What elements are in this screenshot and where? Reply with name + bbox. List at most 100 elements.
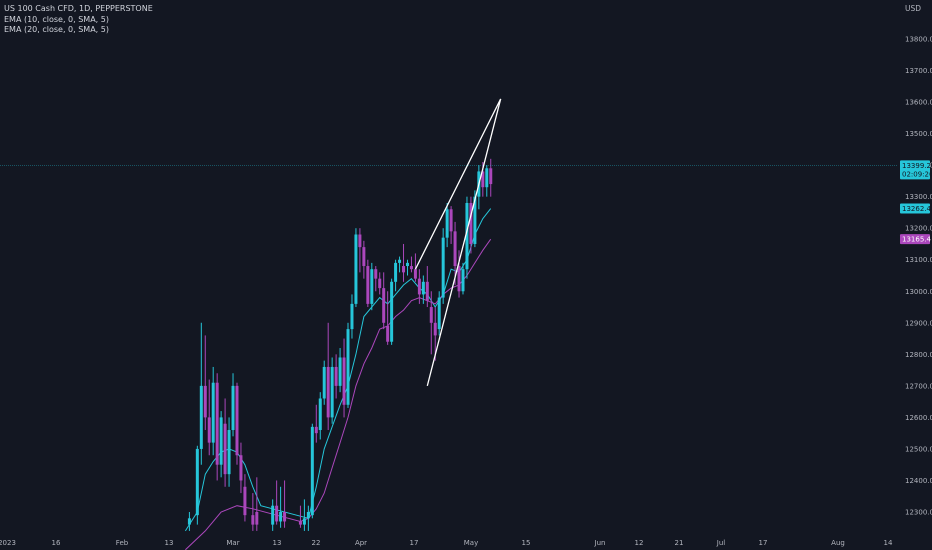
candle — [199, 322, 203, 465]
candle-body — [485, 168, 489, 188]
candle-body — [445, 209, 449, 238]
candle — [187, 512, 191, 531]
candle-body — [215, 382, 219, 465]
candle-body — [437, 297, 441, 330]
y-tick-label: 12700.0 — [905, 382, 932, 390]
candle — [374, 266, 378, 292]
y-tick-label: 12900.0 — [905, 319, 932, 327]
candle — [413, 253, 417, 282]
candle — [370, 262, 374, 311]
candle — [354, 228, 358, 308]
ema-10-line — [184, 208, 492, 532]
candle-body — [354, 234, 358, 304]
candle-body — [342, 357, 346, 405]
candle — [310, 423, 314, 519]
candle — [346, 322, 350, 408]
candle-body — [461, 269, 465, 292]
candle — [433, 307, 437, 361]
price-axis[interactable]: USD 13800.013700.013600.013500.013400.01… — [905, 4, 932, 517]
x-tick-label: 13 — [273, 539, 282, 547]
candle — [227, 417, 231, 487]
candle-body — [271, 505, 275, 525]
candle — [394, 259, 398, 292]
candle — [366, 259, 370, 308]
candle — [275, 480, 279, 525]
candle-body — [211, 382, 215, 443]
candle-body — [306, 512, 310, 519]
candle — [417, 269, 421, 304]
candle — [358, 228, 362, 273]
candle — [314, 404, 318, 443]
candle — [437, 291, 441, 336]
candle-body — [318, 398, 322, 431]
candle — [235, 382, 239, 465]
candle — [421, 275, 425, 304]
candle-body — [207, 417, 211, 443]
last-price-label-bg — [900, 160, 930, 180]
candle-body — [302, 518, 306, 525]
candle — [441, 228, 445, 304]
ema20-price-label-bg — [900, 234, 930, 245]
candle-body — [421, 281, 425, 295]
candle-body — [453, 231, 457, 267]
candle — [350, 294, 354, 339]
candles-layer — [187, 158, 493, 531]
candle-body — [227, 430, 231, 475]
candle — [386, 291, 390, 345]
candle — [398, 256, 402, 273]
time-axis[interactable]: 2023 16 Feb 13 Mar 13 22 Apr 17 May 15 Jun 12 21 Jul 17… — [0, 539, 893, 547]
candle — [405, 259, 409, 276]
candle — [378, 272, 382, 295]
ema20-price-label: 13165.4 — [902, 236, 931, 244]
candle — [302, 499, 306, 531]
candle — [362, 240, 366, 279]
candle-body — [366, 266, 370, 304]
candle-body — [231, 385, 235, 431]
candle-body — [433, 322, 437, 336]
candle — [219, 411, 223, 478]
candle — [465, 196, 469, 279]
x-tick-label: May — [464, 539, 478, 547]
legend-ema-10[interactable]: EMA (10, close, 0, SMA, 5) — [4, 14, 109, 24]
candle-body — [358, 234, 362, 248]
candle-body — [382, 288, 386, 323]
candle-body — [187, 518, 191, 525]
legend-symbol: US 100 Cash CFD, 1D, PEPPERSTONE — [4, 4, 153, 13]
candle — [279, 486, 283, 528]
x-tick-label: 12 — [635, 539, 644, 547]
candle-body — [346, 329, 350, 405]
candle — [251, 493, 255, 531]
candle-body — [314, 426, 318, 434]
x-tick-label: Feb — [116, 539, 129, 547]
y-tick-label: 12400.0 — [905, 477, 932, 485]
candle — [223, 398, 227, 487]
candle-body — [279, 512, 283, 522]
candle-body — [405, 262, 409, 267]
candle — [203, 335, 207, 431]
candle — [461, 262, 465, 295]
candle-body — [255, 512, 259, 525]
x-tick-label: 17 — [410, 539, 419, 547]
candle-body — [199, 385, 203, 449]
countdown-label: 02:09:26 — [902, 170, 932, 178]
candle-body — [338, 357, 342, 386]
candle — [326, 322, 330, 431]
candle — [390, 278, 394, 345]
y-tick-label: 12600.0 — [905, 414, 932, 422]
ema10-price-label-bg — [900, 203, 930, 214]
candle — [469, 196, 473, 254]
candle-body — [473, 196, 477, 244]
candle — [382, 272, 386, 330]
candle — [334, 354, 338, 399]
x-tick-label: 21 — [675, 539, 684, 547]
candle-body — [243, 486, 247, 516]
candle-body — [429, 307, 433, 323]
x-tick-label: Mar — [226, 539, 239, 547]
legend-ema-20[interactable]: EMA (20, close, 0, SMA, 5) — [4, 25, 109, 34]
candle — [195, 445, 199, 525]
x-tick-label: Jul — [716, 539, 726, 547]
candle — [239, 442, 243, 494]
candle-body — [469, 202, 473, 244]
